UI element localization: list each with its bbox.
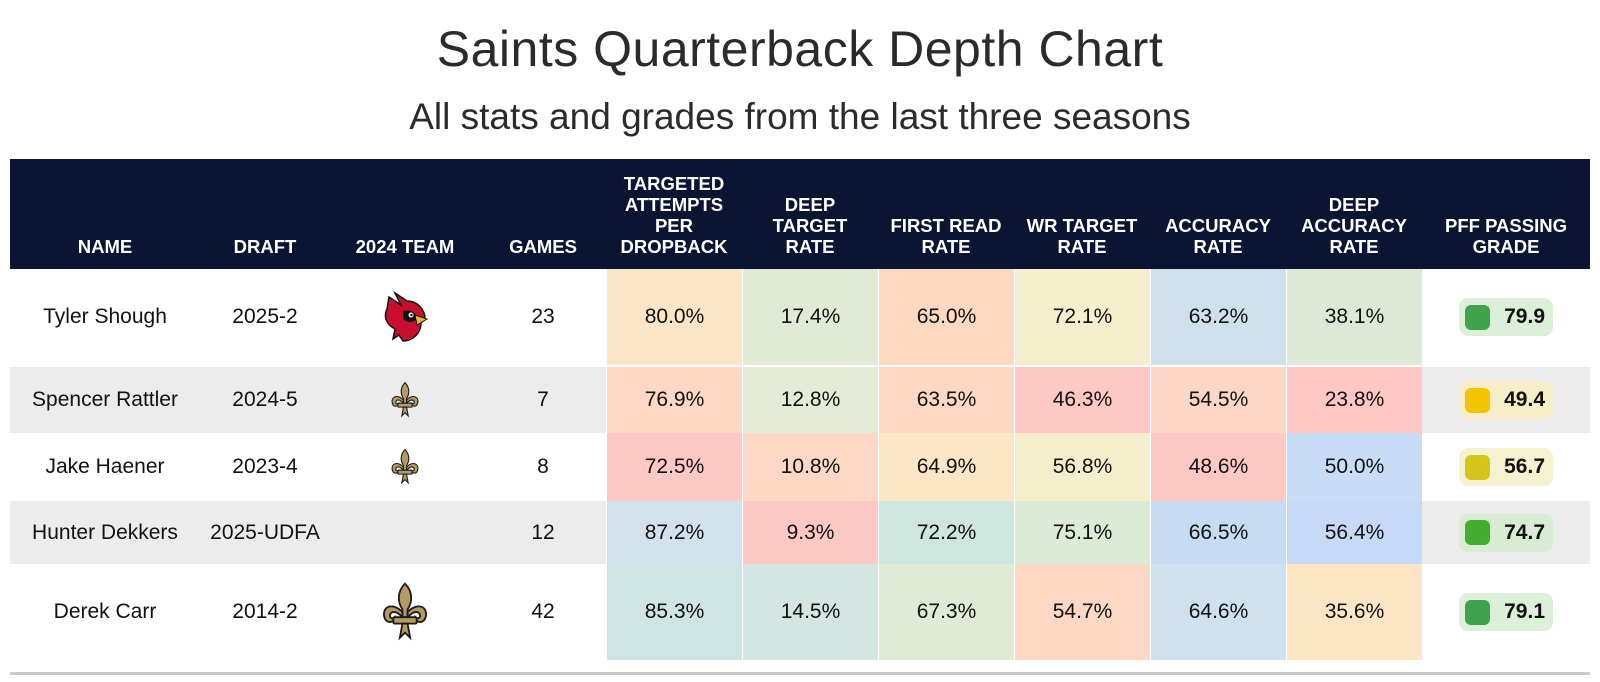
games-cell: 12 [531, 520, 555, 544]
column-header-acc: ACCURACY RATE [1165, 215, 1271, 257]
pff-grade-cell: 74.7 [1422, 501, 1590, 564]
table-row: Spencer Rattler 2024-5 7 76.9% 12.8% 63.5% 46.… [10, 367, 1590, 433]
grade-color-indicator [1465, 599, 1490, 625]
column-header-draft: DRAFT [233, 236, 297, 257]
grade-badge: 79.9 [1459, 298, 1553, 336]
team-logo-cell [330, 269, 480, 365]
column-header-name: NAME [77, 236, 133, 257]
grade-color-indicator [1465, 304, 1490, 330]
column-header-frr: FIRST READ RATE [890, 215, 1002, 257]
targeted-attempts-cell: 85.3% [606, 564, 742, 660]
column-header-games: GAMES [509, 236, 577, 257]
deep-target-rate-cell: 10.8% [742, 433, 878, 501]
table-row: Hunter Dekkers 2025-UDFA 12 87.2% 9.3% 72.2% 7… [10, 501, 1590, 564]
team-logo-cell [330, 501, 480, 564]
draft-cell: 2014-2 [232, 600, 298, 623]
column-header-grade: PFF PASSING GRADE [1445, 215, 1567, 257]
team-logo-cell [330, 564, 480, 660]
first-read-rate-cell: 64.9% [878, 433, 1014, 501]
accuracy-rate-cell: 63.2% [1150, 269, 1286, 365]
accuracy-rate-cell: 64.6% [1150, 564, 1286, 660]
cardinal-logo-icon [381, 291, 429, 343]
pff-grade-cell: 49.4 [1422, 367, 1590, 433]
player-name: Tyler Shough [43, 305, 167, 328]
deep-accuracy-rate-cell: 38.1% [1286, 269, 1422, 365]
pff-grade-cell: 79.1 [1422, 564, 1590, 660]
targeted-attempts-cell: 87.2% [606, 501, 742, 564]
deep-target-rate-cell: 14.5% [742, 564, 878, 660]
grade-color-indicator [1465, 520, 1490, 545]
table-header: NAME DRAFT 2024 TEAM GAMES TARGETED ATTEMPTS P… [10, 159, 1590, 269]
grade-badge: 56.7 [1459, 448, 1553, 486]
table-row: Tyler Shough 2025-2 23 80.0% 17.4% 65.0% 72.1%… [10, 269, 1590, 365]
grade-badge: 79.1 [1459, 593, 1553, 631]
wr-target-rate-cell: 46.3% [1014, 367, 1150, 433]
accuracy-rate-cell: 48.6% [1150, 433, 1286, 501]
draft-cell: 2025-2 [232, 305, 298, 328]
player-name: Jake Haener [45, 455, 165, 478]
column-header-wrtr: WR TARGET RATE [1026, 215, 1138, 257]
first-read-rate-cell: 72.2% [878, 501, 1014, 564]
accuracy-rate-cell: 54.5% [1150, 367, 1286, 433]
grade-value: 74.7 [1504, 520, 1545, 544]
fleur-de-lis-icon [386, 381, 424, 419]
wr-target-rate-cell: 56.8% [1014, 433, 1150, 501]
games-cell: 42 [531, 600, 555, 623]
deep-accuracy-rate-cell: 56.4% [1286, 501, 1422, 564]
deep-target-rate-cell: 17.4% [742, 269, 878, 365]
targeted-attempts-cell: 72.5% [606, 433, 742, 501]
player-name: Derek Carr [53, 600, 157, 623]
games-cell: 7 [537, 388, 549, 411]
chart-title: Saints Quarterback Depth Chart [436, 21, 1164, 77]
fleur-de-lis-icon [386, 448, 424, 486]
grade-value: 79.1 [1504, 600, 1545, 623]
draft-cell: 2025-UDFA [210, 520, 320, 544]
player-name: Spencer Rattler [32, 388, 178, 411]
wr-target-rate-cell: 75.1% [1014, 501, 1150, 564]
column-header-dtr: DEEP TARGET RATE [772, 194, 848, 257]
targeted-attempts-cell: 80.0% [606, 269, 742, 365]
deep-accuracy-rate-cell: 23.8% [1286, 367, 1422, 433]
grade-color-indicator [1465, 387, 1490, 413]
deep-accuracy-rate-cell: 35.6% [1286, 564, 1422, 660]
grade-value: 56.7 [1504, 455, 1545, 478]
fleur-de-lis-icon [374, 581, 436, 643]
games-cell: 23 [531, 305, 555, 328]
grade-badge: 49.4 [1459, 381, 1553, 419]
wr-target-rate-cell: 54.7% [1014, 564, 1150, 660]
wr-target-rate-cell: 72.1% [1014, 269, 1150, 365]
table-bottom-border [10, 672, 1590, 675]
grade-value: 49.4 [1504, 388, 1545, 411]
table-row: Derek Carr 2014-2 42 85.3% 14.5% 67.3% 54.7% 64… [10, 564, 1590, 660]
draft-cell: 2023-4 [232, 455, 298, 478]
grade-badge: 74.7 [1459, 513, 1553, 552]
deep-target-rate-cell: 9.3% [742, 501, 878, 564]
first-read-rate-cell: 67.3% [878, 564, 1014, 660]
team-logo-cell [330, 367, 480, 433]
pff-grade-cell: 79.9 [1422, 269, 1590, 365]
targeted-attempts-cell: 76.9% [606, 367, 742, 433]
deep-accuracy-rate-cell: 50.0% [1286, 433, 1422, 501]
games-cell: 8 [537, 455, 549, 478]
player-name: Hunter Dekkers [32, 520, 178, 544]
column-header-dacc: DEEP ACCURACY RATE [1301, 194, 1407, 257]
accuracy-rate-cell: 66.5% [1150, 501, 1286, 564]
column-header-team: 2024 TEAM [355, 236, 455, 257]
chart-subtitle: All stats and grades from the last three… [409, 96, 1191, 137]
pff-grade-cell: 56.7 [1422, 433, 1590, 501]
deep-target-rate-cell: 12.8% [742, 367, 878, 433]
grade-value: 79.9 [1504, 305, 1545, 328]
team-logo-cell [330, 433, 480, 501]
grade-color-indicator [1465, 454, 1490, 480]
column-header-tapd: TARGETED ATTEMPTS PER DROPBACK [620, 173, 728, 257]
draft-cell: 2024-5 [232, 388, 298, 411]
first-read-rate-cell: 63.5% [878, 367, 1014, 433]
table-row: Jake Haener 2023-4 8 72.5% 10.8% 64.9% 56.8% 48… [10, 433, 1590, 501]
first-read-rate-cell: 65.0% [878, 269, 1014, 365]
